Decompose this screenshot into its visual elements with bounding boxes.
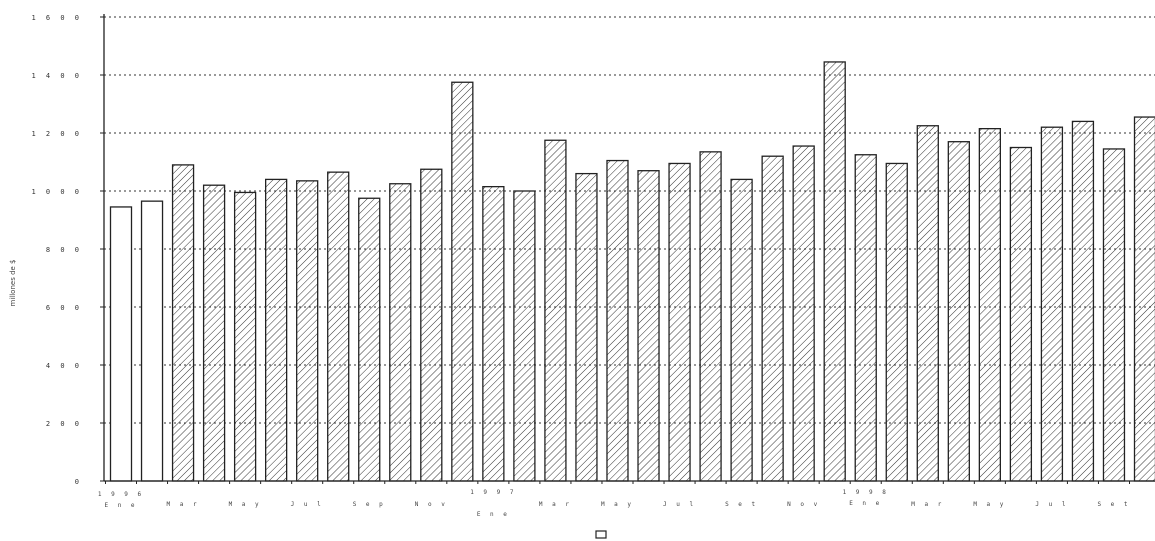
bar <box>699 151 722 482</box>
x-month-label: M a r <box>167 501 200 508</box>
bar <box>140 200 164 482</box>
y-tick-label: 0 <box>75 478 82 486</box>
x-month-label: M a r <box>911 501 944 508</box>
x-month-label: E n e <box>104 502 137 509</box>
y-tick-label: 1 0 0 0 <box>31 188 82 196</box>
bar <box>358 197 381 482</box>
x-month-label: J u l <box>1035 501 1068 508</box>
x-year-label: 1 9 9 7 <box>470 489 516 496</box>
x-month-label: S e t <box>725 501 758 508</box>
bar <box>1133 116 1155 482</box>
bar <box>544 139 567 482</box>
bar <box>575 172 598 482</box>
legend-marker <box>595 530 607 539</box>
bar <box>296 180 319 482</box>
x-month-label: M a y <box>229 501 262 508</box>
x-month-label: J u l <box>663 501 696 508</box>
bar <box>1102 148 1126 482</box>
bar <box>202 184 226 482</box>
bar <box>482 185 505 482</box>
y-axis-title: millones de $ <box>9 260 17 307</box>
y-tick-label: 1 4 0 0 <box>31 72 82 80</box>
x-month-label: E n e <box>477 511 510 518</box>
bar <box>420 168 443 482</box>
bar <box>265 178 288 482</box>
bar <box>1009 146 1033 482</box>
x-tick-labels: 1 9 9 6 E n e M a r M a y J u l S e p N o v 1 9… <box>98 489 1130 518</box>
bar <box>668 162 691 482</box>
bar <box>606 159 629 482</box>
bar <box>916 125 939 482</box>
x-month-label: M a r <box>539 501 572 508</box>
bar <box>854 154 877 482</box>
bar <box>171 164 195 482</box>
bar <box>109 206 133 482</box>
bar <box>513 190 536 482</box>
y-tick-label: 1 2 0 0 <box>31 130 82 138</box>
bar <box>885 162 908 482</box>
y-tick-label: 2 0 0 <box>46 420 82 428</box>
bar <box>637 170 660 482</box>
bar <box>389 183 412 482</box>
x-month-label: S e t <box>1097 501 1130 508</box>
bars <box>109 61 1155 482</box>
bar <box>1071 120 1095 482</box>
bar <box>823 61 846 482</box>
x-month-label: N o v <box>787 501 820 508</box>
bar <box>451 81 474 482</box>
x-month-label: J u l <box>291 501 324 508</box>
bar <box>792 145 815 482</box>
y-tick-label: 6 0 0 <box>46 304 82 312</box>
bar <box>233 191 257 482</box>
bar <box>1040 126 1064 482</box>
axes <box>100 14 1155 484</box>
x-year-label: 1 9 9 8 <box>843 489 889 496</box>
bar <box>730 178 753 482</box>
y-tick-label: 8 0 0 <box>46 246 82 254</box>
bar <box>761 155 784 482</box>
bar <box>327 171 350 482</box>
x-month-label: M a y <box>601 501 634 508</box>
y-tick-label: 4 0 0 <box>46 362 82 370</box>
y-tick-labels: 0 2 0 0 4 0 0 6 0 0 8 0 0 1 0 0 0 1 2 0 0 1 4 0… <box>31 14 82 486</box>
x-year-label: 1 9 9 6 <box>98 491 144 498</box>
x-month-label: M a y <box>973 501 1006 508</box>
bar <box>947 141 970 482</box>
x-month-label: E n e <box>849 500 882 507</box>
bar <box>978 127 1001 482</box>
x-month-label: S e p <box>353 501 386 508</box>
x-month-label: N o v <box>415 501 448 508</box>
y-tick-label: 1 6 0 0 <box>31 14 82 22</box>
